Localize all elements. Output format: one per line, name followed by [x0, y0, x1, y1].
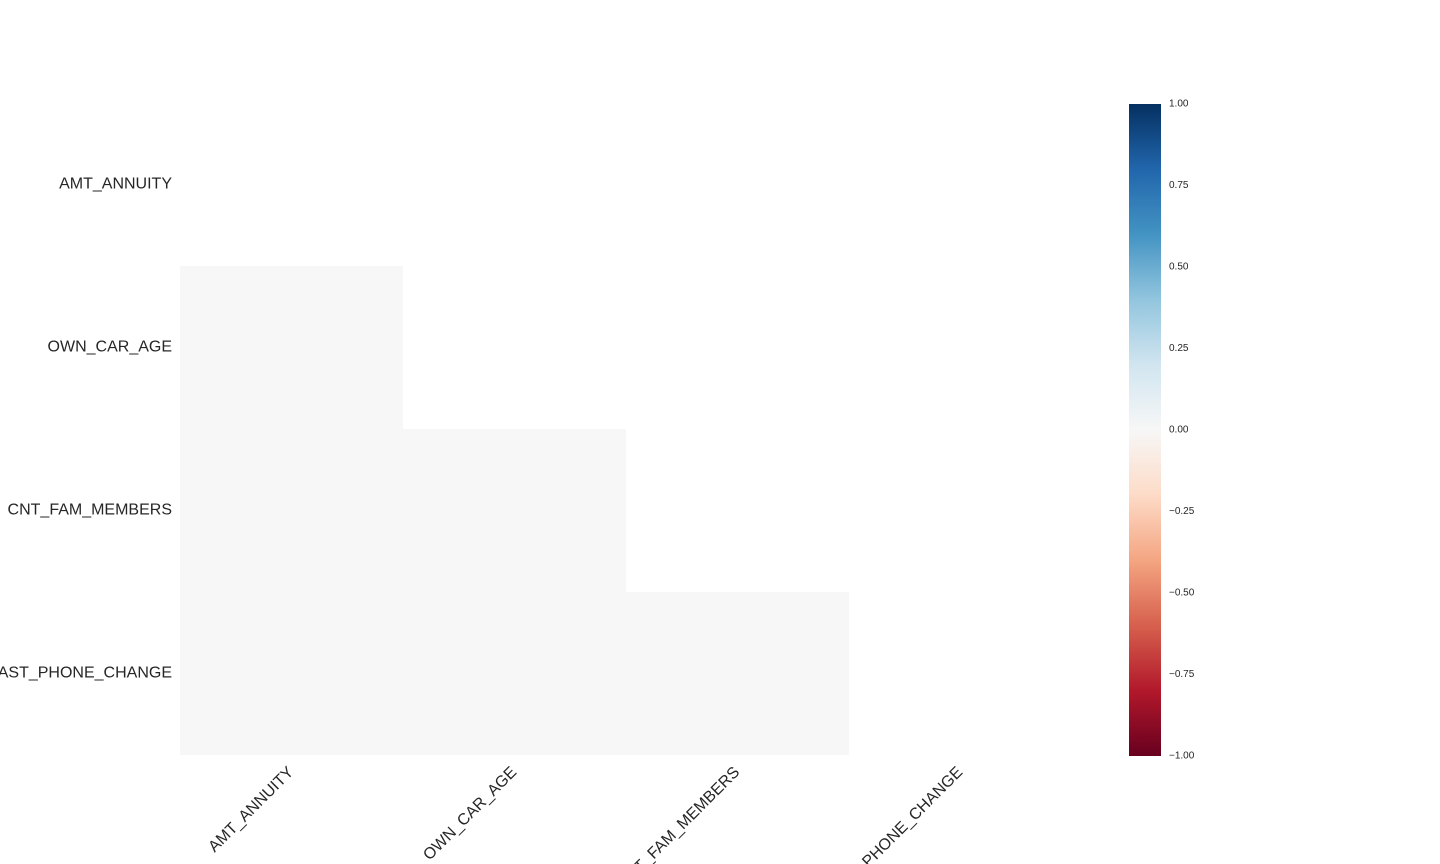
y-tick-label: OWN_CAR_AGE	[48, 339, 172, 356]
colorbar-tick-label: 0.00	[1169, 425, 1189, 436]
heatmap-cell	[180, 429, 403, 592]
colorbar-tick-label: −0.75	[1169, 669, 1195, 680]
heatmap-cell	[403, 429, 626, 592]
x-tick-label: OWN_CAR_AGE	[420, 764, 520, 864]
x-tick-label: AMT_ANNUITY	[205, 764, 297, 856]
y-tick-label: DAYS_LAST_PHONE_CHANGE	[0, 665, 172, 682]
colorbar-tick-label: 0.75	[1169, 180, 1189, 191]
y-tick-label: CNT_FAM_MEMBERS	[8, 502, 172, 519]
heatmap-cell	[626, 592, 849, 755]
heatmap-cell	[180, 592, 403, 755]
heatmap-cell	[180, 266, 403, 429]
colorbar-tick-label: 0.50	[1169, 262, 1189, 273]
y-tick-label: AMT_ANNUITY	[59, 176, 172, 193]
colorbar	[1129, 104, 1161, 756]
colorbar-tick-label: 0.25	[1169, 343, 1189, 354]
colorbar-tick-label: −0.50	[1169, 588, 1195, 599]
heatmap-cell	[403, 592, 626, 755]
colorbar-tick-label: −1.00	[1169, 751, 1195, 762]
x-tick-label: CNT_FAM_MEMBERS	[615, 764, 743, 864]
colorbar-tick-label: 1.00	[1169, 99, 1189, 110]
x-tick-label: DAYS_LAST_PHONE_CHANGE	[789, 764, 967, 864]
colorbar-tick-label: −0.25	[1169, 506, 1195, 517]
